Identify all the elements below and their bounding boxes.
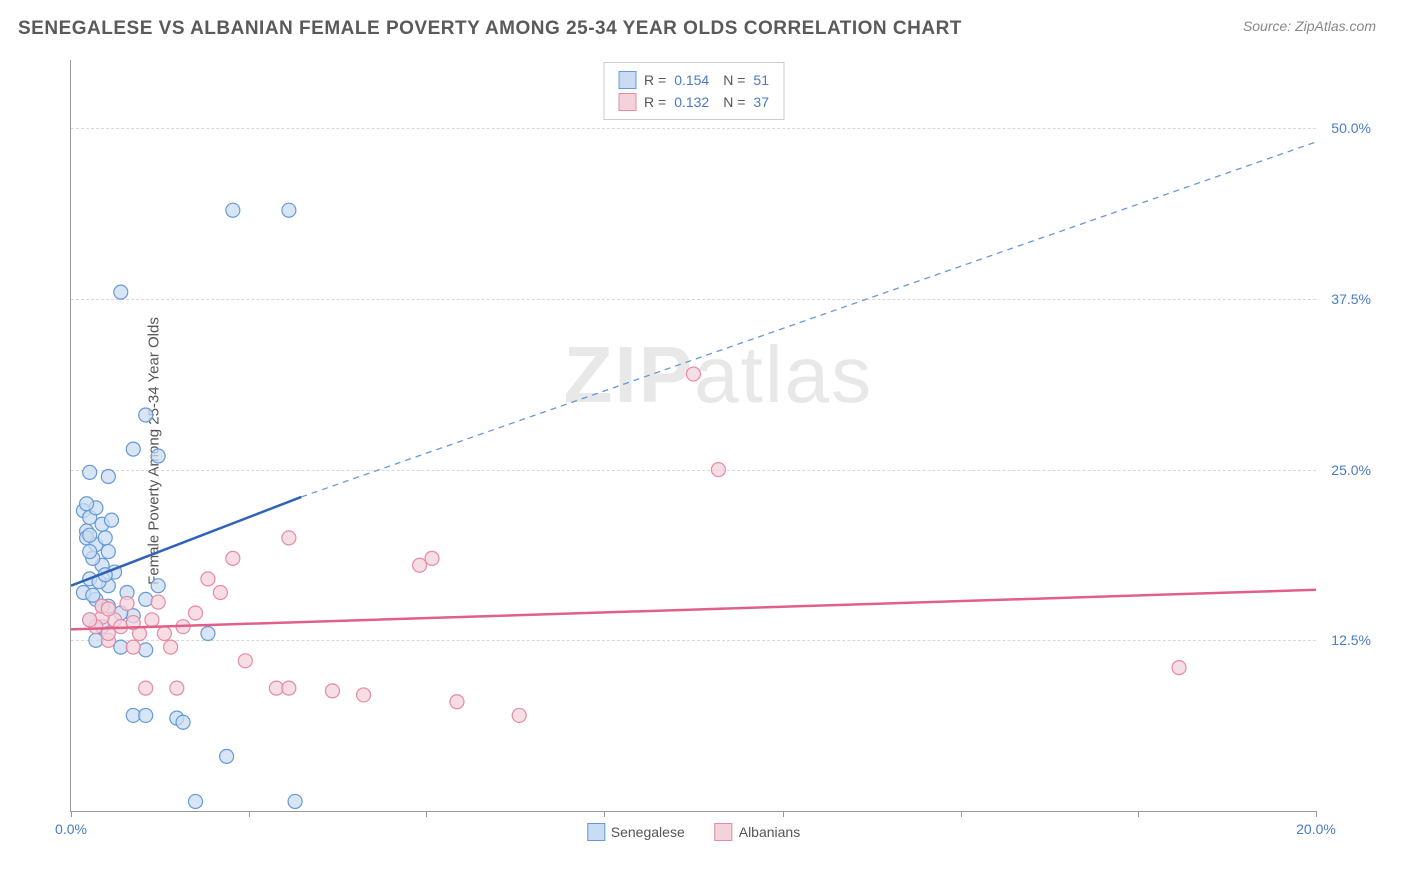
data-point	[139, 681, 153, 695]
data-point	[226, 203, 240, 217]
data-point	[151, 595, 165, 609]
data-point	[425, 551, 439, 565]
data-point	[325, 684, 339, 698]
x-tick	[604, 811, 605, 817]
data-point	[80, 497, 94, 511]
x-tick	[249, 811, 250, 817]
legend-r-label: R =	[644, 94, 666, 110]
x-tick	[1138, 811, 1139, 817]
data-point	[101, 469, 115, 483]
y-tick-label: 12.5%	[1331, 632, 1371, 648]
data-point	[711, 463, 725, 477]
data-point	[164, 640, 178, 654]
data-point	[114, 285, 128, 299]
x-tick	[961, 811, 962, 817]
legend-n-value-senegalese: 51	[753, 72, 769, 88]
data-point	[512, 708, 526, 722]
data-point	[151, 579, 165, 593]
data-point	[83, 465, 97, 479]
trend-line	[71, 590, 1316, 630]
data-point	[120, 596, 134, 610]
data-point	[101, 545, 115, 559]
trend-line-dashed	[301, 142, 1316, 497]
swatch-albanians-icon	[715, 823, 733, 841]
data-point	[238, 654, 252, 668]
data-point	[213, 586, 227, 600]
data-point	[1172, 661, 1186, 675]
data-point	[157, 626, 171, 640]
legend-r-value-senegalese: 0.154	[674, 72, 709, 88]
legend-r-value-albanians: 0.132	[674, 94, 709, 110]
data-point	[126, 640, 140, 654]
data-point	[189, 606, 203, 620]
legend-n-label: N =	[723, 72, 745, 88]
data-point	[98, 531, 112, 545]
chart-container: Female Poverty Among 25-34 Year Olds ZIP…	[50, 60, 1376, 842]
data-point	[282, 203, 296, 217]
data-point	[139, 643, 153, 657]
x-tick	[426, 811, 427, 817]
y-tick-label: 37.5%	[1331, 291, 1371, 307]
data-point	[357, 688, 371, 702]
swatch-senegalese-icon	[587, 823, 605, 841]
data-point	[139, 592, 153, 606]
legend-label-senegalese: Senegalese	[611, 824, 685, 840]
x-tick	[783, 811, 784, 817]
swatch-senegalese-icon	[618, 71, 636, 89]
data-point	[282, 681, 296, 695]
data-point	[288, 794, 302, 808]
data-point	[189, 794, 203, 808]
y-tick-label: 50.0%	[1331, 120, 1371, 136]
swatch-albanians-icon	[618, 93, 636, 111]
x-tick-label: 0.0%	[55, 821, 87, 837]
data-point	[282, 531, 296, 545]
data-point	[145, 613, 159, 627]
legend-r-label: R =	[644, 72, 666, 88]
scatter-plot-svg	[71, 60, 1316, 811]
plot-area: ZIPatlas R = 0.154 N = 51 R = 0.132 N = …	[70, 60, 1316, 812]
data-point	[176, 715, 190, 729]
data-point	[687, 367, 701, 381]
data-point	[201, 572, 215, 586]
data-point	[104, 513, 118, 527]
data-point	[101, 602, 115, 616]
data-point	[83, 545, 97, 559]
data-point	[413, 558, 427, 572]
data-point	[83, 528, 97, 542]
legend-label-albanians: Albanians	[739, 824, 801, 840]
data-point	[139, 408, 153, 422]
source-attribution: Source: ZipAtlas.com	[1243, 18, 1376, 34]
x-tick	[1316, 811, 1317, 817]
x-tick	[71, 811, 72, 817]
legend-stats-row-senegalese: R = 0.154 N = 51	[618, 69, 769, 91]
x-tick-label: 20.0%	[1296, 821, 1336, 837]
data-point	[83, 613, 97, 627]
data-point	[201, 626, 215, 640]
legend-stats: R = 0.154 N = 51 R = 0.132 N = 37	[603, 62, 784, 120]
data-point	[226, 551, 240, 565]
chart-title: SENEGALESE VS ALBANIAN FEMALE POVERTY AM…	[18, 18, 962, 40]
data-point	[126, 442, 140, 456]
legend-series: Senegalese Albanians	[587, 823, 800, 841]
legend-item-albanians: Albanians	[715, 823, 801, 841]
legend-item-senegalese: Senegalese	[587, 823, 685, 841]
legend-n-value-albanians: 37	[753, 94, 769, 110]
data-point	[170, 681, 184, 695]
data-point	[151, 449, 165, 463]
legend-n-label: N =	[723, 94, 745, 110]
legend-stats-row-albanians: R = 0.132 N = 37	[618, 91, 769, 113]
data-point	[139, 708, 153, 722]
data-point	[450, 695, 464, 709]
y-tick-label: 25.0%	[1331, 462, 1371, 478]
data-point	[220, 749, 234, 763]
